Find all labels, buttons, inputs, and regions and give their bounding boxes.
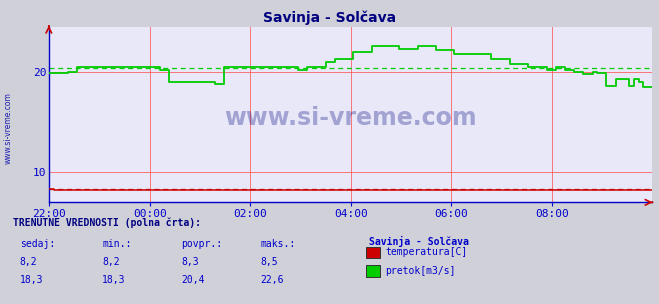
Text: min.:: min.: [102,239,132,249]
Text: maks.:: maks.: [260,239,295,249]
Text: TRENUTNE VREDNOSTI (polna črta):: TRENUTNE VREDNOSTI (polna črta): [13,217,201,228]
Text: 8,5: 8,5 [260,257,278,267]
Text: sedaj:: sedaj: [20,239,55,249]
Text: pretok[m3/s]: pretok[m3/s] [386,266,456,275]
Text: povpr.:: povpr.: [181,239,222,249]
Text: 8,2: 8,2 [20,257,38,267]
Text: 20,4: 20,4 [181,275,205,285]
Text: Savinja - Solčava: Savinja - Solčava [263,11,396,25]
Text: www.si-vreme.com: www.si-vreme.com [3,92,13,164]
Text: www.si-vreme.com: www.si-vreme.com [225,106,477,130]
Text: temperatura[C]: temperatura[C] [386,247,468,257]
Text: 22,6: 22,6 [260,275,284,285]
Text: 8,3: 8,3 [181,257,199,267]
Text: 18,3: 18,3 [20,275,43,285]
Text: 18,3: 18,3 [102,275,126,285]
Text: Savinja - Solčava: Savinja - Solčava [369,236,469,247]
Text: 8,2: 8,2 [102,257,120,267]
